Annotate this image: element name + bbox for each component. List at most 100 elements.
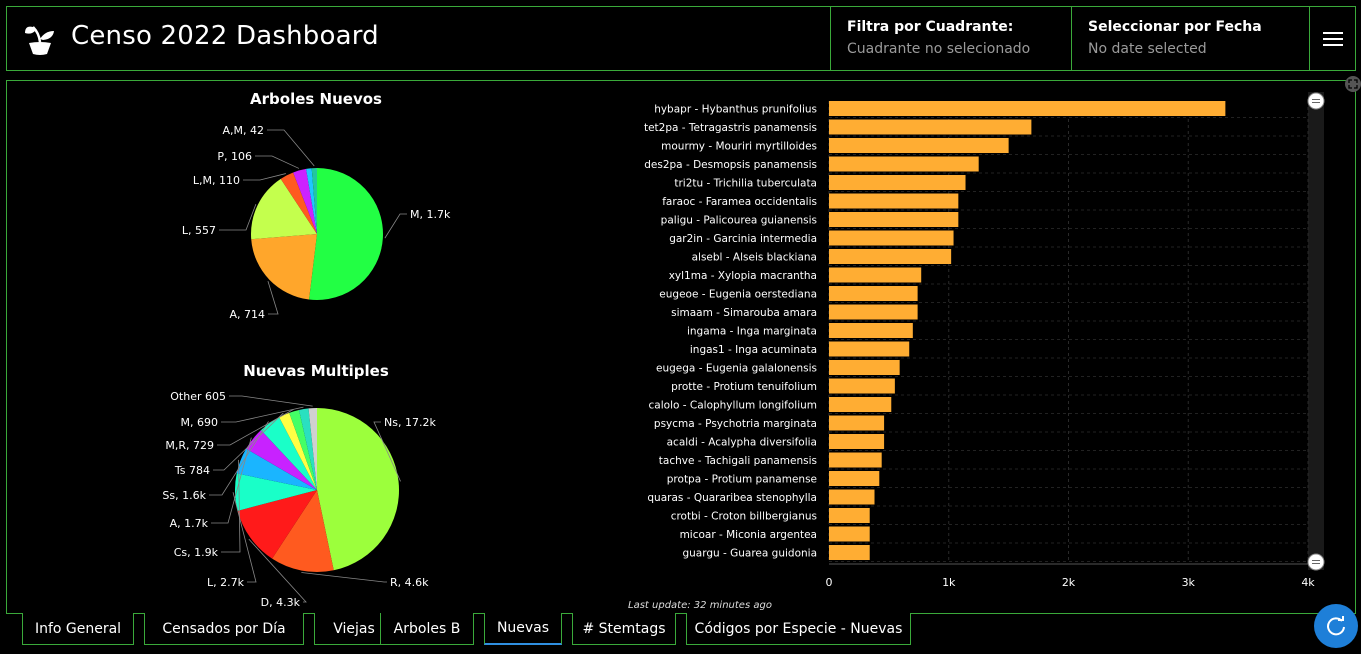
quadrant-filter-label: Filtra por Cuadrante: (847, 19, 1014, 35)
pie1-leader-line (384, 213, 407, 239)
pie1-slice[interactable] (293, 168, 317, 234)
y-category-label: ingama - Inga marginata (687, 326, 817, 338)
pie2-leader-line (232, 492, 257, 583)
y-category-label: alsebl - Alseis blackiana (692, 252, 817, 264)
date-filter-value: No date selected (1088, 41, 1207, 57)
y-category-label: micoar - Miconia argentea (680, 529, 817, 541)
y-category-label: ingas1 - Inga acuminata (690, 344, 817, 356)
bar[interactable] (829, 341, 910, 357)
bar[interactable] (829, 286, 918, 301)
pie1-label: L, 557 (182, 224, 216, 237)
y-category-label: quaras - Quararibea stenophylla (647, 492, 817, 504)
pie2-slice[interactable] (308, 408, 317, 490)
tab-stemtags[interactable]: # Stemtags (572, 613, 676, 645)
pie1-slice[interactable] (280, 172, 317, 234)
scroll-handle-bottom[interactable] (1307, 553, 1325, 571)
bar[interactable] (829, 397, 892, 412)
pie2-slice[interactable] (237, 490, 317, 559)
bar[interactable] (829, 452, 882, 468)
pie2-leader-line (248, 538, 307, 603)
x-tick-label: 0 (826, 576, 833, 589)
bar[interactable] (829, 267, 922, 283)
y-category-label: crotbi - Croton billbergianus (671, 511, 817, 523)
refresh-icon (1327, 616, 1345, 636)
bar[interactable] (829, 230, 954, 246)
date-filter[interactable]: Seleccionar por Fecha No date selected (1071, 7, 1311, 70)
bar[interactable] (829, 138, 1009, 153)
bar[interactable] (829, 526, 870, 542)
pie2-label: Ts 784 (174, 464, 210, 477)
hamburger-menu-button[interactable] (1309, 7, 1355, 70)
pie2-label: L, 2.7k (207, 576, 245, 589)
pie1-label: M, 1.7k (410, 208, 451, 221)
chart-scrollbar-track[interactable] (1308, 92, 1324, 570)
bar[interactable] (829, 304, 918, 320)
y-category-label: protpa - Protium panamense (667, 474, 817, 486)
bar[interactable] (829, 101, 1226, 116)
expand-icon[interactable] (1345, 76, 1361, 92)
bar[interactable] (829, 415, 885, 431)
y-category-label: guargu - Guarea guidonia (682, 548, 817, 560)
bar[interactable] (829, 175, 966, 190)
y-category-label: hybapr - Hybanthus prunifolius (654, 104, 817, 116)
pie-chart-arboles-nuevos: M, 1.7k A, 714 L, 557 L,M, 110 P, 106 A,M, 42 (182, 124, 451, 321)
bar[interactable] (829, 545, 870, 560)
pie2-leader-line (229, 395, 313, 407)
pie2-slice[interactable] (272, 490, 334, 572)
pie2-label: M, 690 (181, 416, 218, 429)
x-tick-label: 4k (1301, 576, 1315, 589)
bar[interactable] (829, 471, 880, 486)
bar[interactable] (829, 508, 870, 523)
refresh-button[interactable] (1314, 604, 1358, 648)
pie2-label: Cs, 1.9k (174, 546, 219, 559)
pie2-slice[interactable] (246, 430, 317, 490)
bar[interactable] (829, 249, 952, 264)
pie2-label: M,R, 729 (165, 439, 214, 452)
tab-info-general[interactable]: Info General (22, 613, 134, 645)
quadrant-filter[interactable]: Filtra por Cuadrante: Cuadrante no selec… (830, 7, 1071, 70)
tab-nuevas[interactable]: Nuevas (484, 613, 562, 645)
bar[interactable] (829, 323, 913, 338)
pie1-title: Arboles Nuevos (250, 90, 382, 108)
y-category-label: calolo - Calophyllum longifolium (649, 400, 817, 412)
pie1-leader-line (243, 173, 286, 181)
pie2-leader-line (373, 421, 401, 482)
tab-censados-por-dia[interactable]: Censados por Día (144, 613, 304, 645)
y-category-label: paligu - Palicourea guianensis (661, 215, 817, 227)
pie1-slice[interactable] (251, 234, 317, 300)
pie1-slice[interactable] (309, 168, 383, 300)
pie2-leader-line (213, 412, 284, 471)
pie2-slice[interactable] (260, 417, 317, 490)
pie1-slice[interactable] (306, 168, 317, 234)
pie2-label: Other 605 (170, 390, 226, 403)
pie2-leader-line (221, 406, 304, 423)
bar[interactable] (829, 212, 959, 227)
main-panel (6, 80, 1356, 614)
pie2-leader-line (301, 572, 387, 583)
x-tick-label: 3k (1182, 576, 1196, 589)
scroll-handle-top[interactable] (1307, 92, 1325, 110)
pie2-slice[interactable] (317, 408, 400, 571)
date-filter-label: Seleccionar por Fecha (1088, 19, 1262, 35)
bar[interactable] (829, 119, 1032, 135)
pie2-slice[interactable] (289, 409, 317, 490)
pie2-slice[interactable] (279, 412, 317, 490)
x-tick-label: 1k (942, 576, 956, 589)
tab-codigos-por-especie[interactable]: Códigos por Especie - Nuevas (686, 613, 911, 645)
pie1-slice[interactable] (251, 178, 317, 240)
pie2-slice[interactable] (235, 473, 317, 511)
pie1-slice[interactable] (311, 168, 317, 234)
bar[interactable] (829, 193, 959, 209)
bar[interactable] (829, 489, 875, 505)
bar[interactable] (829, 378, 895, 394)
pie2-slice[interactable] (236, 448, 317, 490)
header-bar: Censo 2022 Dashboard Filtra por Cuadrant… (6, 6, 1356, 71)
bar[interactable] (829, 156, 979, 172)
y-category-label: tri2tu - Trichilia tuberculata (674, 178, 817, 190)
hamburger-icon (1322, 31, 1343, 46)
bar[interactable] (829, 360, 900, 375)
tab-arboles-b[interactable]: Arboles B (380, 613, 474, 645)
pie2-slice[interactable] (299, 408, 317, 490)
last-update-text: Last update: 32 minutes ago (628, 600, 772, 611)
bar[interactable] (829, 434, 885, 449)
